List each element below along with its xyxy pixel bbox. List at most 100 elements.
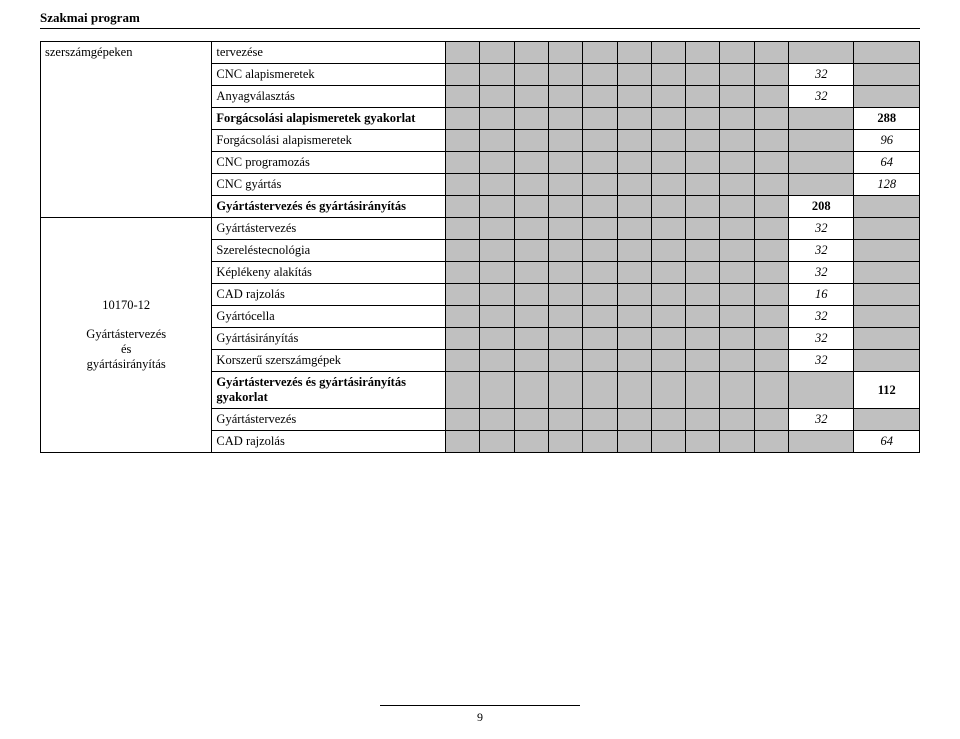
row-description: Gyártástervezés <box>212 409 446 431</box>
spacer-cell <box>480 240 514 262</box>
spacer-cell <box>549 306 583 328</box>
spacer-cell <box>617 328 651 350</box>
spacer-cell <box>480 42 514 64</box>
spacer-cell <box>686 196 720 218</box>
spacer-cell <box>754 174 788 196</box>
spacer-cell <box>617 196 651 218</box>
spacer-cell <box>720 130 754 152</box>
row-description: CNC alapismeretek <box>212 64 446 86</box>
spacer-cell <box>549 108 583 130</box>
spacer-cell <box>686 372 720 409</box>
value-col-1: 32 <box>789 262 854 284</box>
spacer-cell <box>583 64 617 86</box>
spacer-cell <box>686 130 720 152</box>
value-col-2: 288 <box>854 108 920 130</box>
value-col-2 <box>854 42 920 64</box>
spacer-cell <box>514 130 548 152</box>
spacer-cell <box>617 64 651 86</box>
spacer-cell <box>720 174 754 196</box>
spacer-cell <box>617 306 651 328</box>
row-description: Gyártásirányítás <box>212 328 446 350</box>
value-col-1: 32 <box>789 328 854 350</box>
value-col-2 <box>854 86 920 108</box>
spacer-cell <box>549 262 583 284</box>
spacer-cell <box>514 262 548 284</box>
spacer-cell <box>686 42 720 64</box>
value-col-2 <box>854 64 920 86</box>
row-description: Képlékeny alakítás <box>212 262 446 284</box>
spacer-cell <box>720 64 754 86</box>
spacer-cell <box>720 284 754 306</box>
spacer-cell <box>583 42 617 64</box>
spacer-cell <box>754 108 788 130</box>
value-col-1: 32 <box>789 64 854 86</box>
spacer-cell <box>480 328 514 350</box>
spacer-cell <box>720 108 754 130</box>
spacer-cell <box>446 350 480 372</box>
row-description: CNC gyártás <box>212 174 446 196</box>
page-header-title: Szakmai program <box>40 10 920 26</box>
value-col-2: 96 <box>854 130 920 152</box>
row-description: Korszerű szerszámgépek <box>212 350 446 372</box>
spacer-cell <box>651 328 685 350</box>
spacer-cell <box>583 409 617 431</box>
value-col-2: 128 <box>854 174 920 196</box>
spacer-cell <box>446 42 480 64</box>
spacer-cell <box>754 328 788 350</box>
spacer-cell <box>514 152 548 174</box>
spacer-cell <box>651 306 685 328</box>
value-col-1 <box>789 130 854 152</box>
row-description: Anyagválasztás <box>212 86 446 108</box>
spacer-cell <box>617 409 651 431</box>
value-col-2 <box>854 262 920 284</box>
spacer-cell <box>617 174 651 196</box>
spacer-cell <box>754 284 788 306</box>
spacer-cell <box>480 262 514 284</box>
spacer-cell <box>446 152 480 174</box>
spacer-cell <box>720 86 754 108</box>
spacer-cell <box>651 42 685 64</box>
spacer-cell <box>617 350 651 372</box>
value-col-1: 32 <box>789 218 854 240</box>
spacer-cell <box>549 350 583 372</box>
spacer-cell <box>617 218 651 240</box>
spacer-cell <box>446 328 480 350</box>
spacer-cell <box>549 64 583 86</box>
value-col-2: 64 <box>854 152 920 174</box>
spacer-cell <box>583 130 617 152</box>
spacer-cell <box>514 431 548 453</box>
spacer-cell <box>686 108 720 130</box>
spacer-cell <box>583 284 617 306</box>
spacer-cell <box>446 372 480 409</box>
spacer-cell <box>686 306 720 328</box>
spacer-cell <box>514 409 548 431</box>
row-description: Gyártástervezés <box>212 218 446 240</box>
spacer-cell <box>686 152 720 174</box>
spacer-cell <box>514 42 548 64</box>
spacer-cell <box>514 196 548 218</box>
spacer-cell <box>754 152 788 174</box>
value-col-1 <box>789 372 854 409</box>
spacer-cell <box>651 152 685 174</box>
value-col-1: 208 <box>789 196 854 218</box>
spacer-cell <box>583 218 617 240</box>
row-description: tervezése <box>212 42 446 64</box>
spacer-cell <box>686 218 720 240</box>
spacer-cell <box>480 86 514 108</box>
spacer-cell <box>514 284 548 306</box>
spacer-cell <box>549 86 583 108</box>
spacer-cell <box>720 262 754 284</box>
spacer-cell <box>480 218 514 240</box>
spacer-cell <box>617 86 651 108</box>
row-description: Szereléstecnológia <box>212 240 446 262</box>
spacer-cell <box>720 306 754 328</box>
spacer-cell <box>446 306 480 328</box>
left-group-top: szerszámgépeken <box>45 45 132 59</box>
spacer-cell <box>446 174 480 196</box>
row-description: Gyártástervezés és gyártásirányítás <box>212 196 446 218</box>
spacer-cell <box>651 64 685 86</box>
spacer-cell <box>754 431 788 453</box>
spacer-cell <box>549 130 583 152</box>
spacer-cell <box>754 262 788 284</box>
spacer-cell <box>686 409 720 431</box>
